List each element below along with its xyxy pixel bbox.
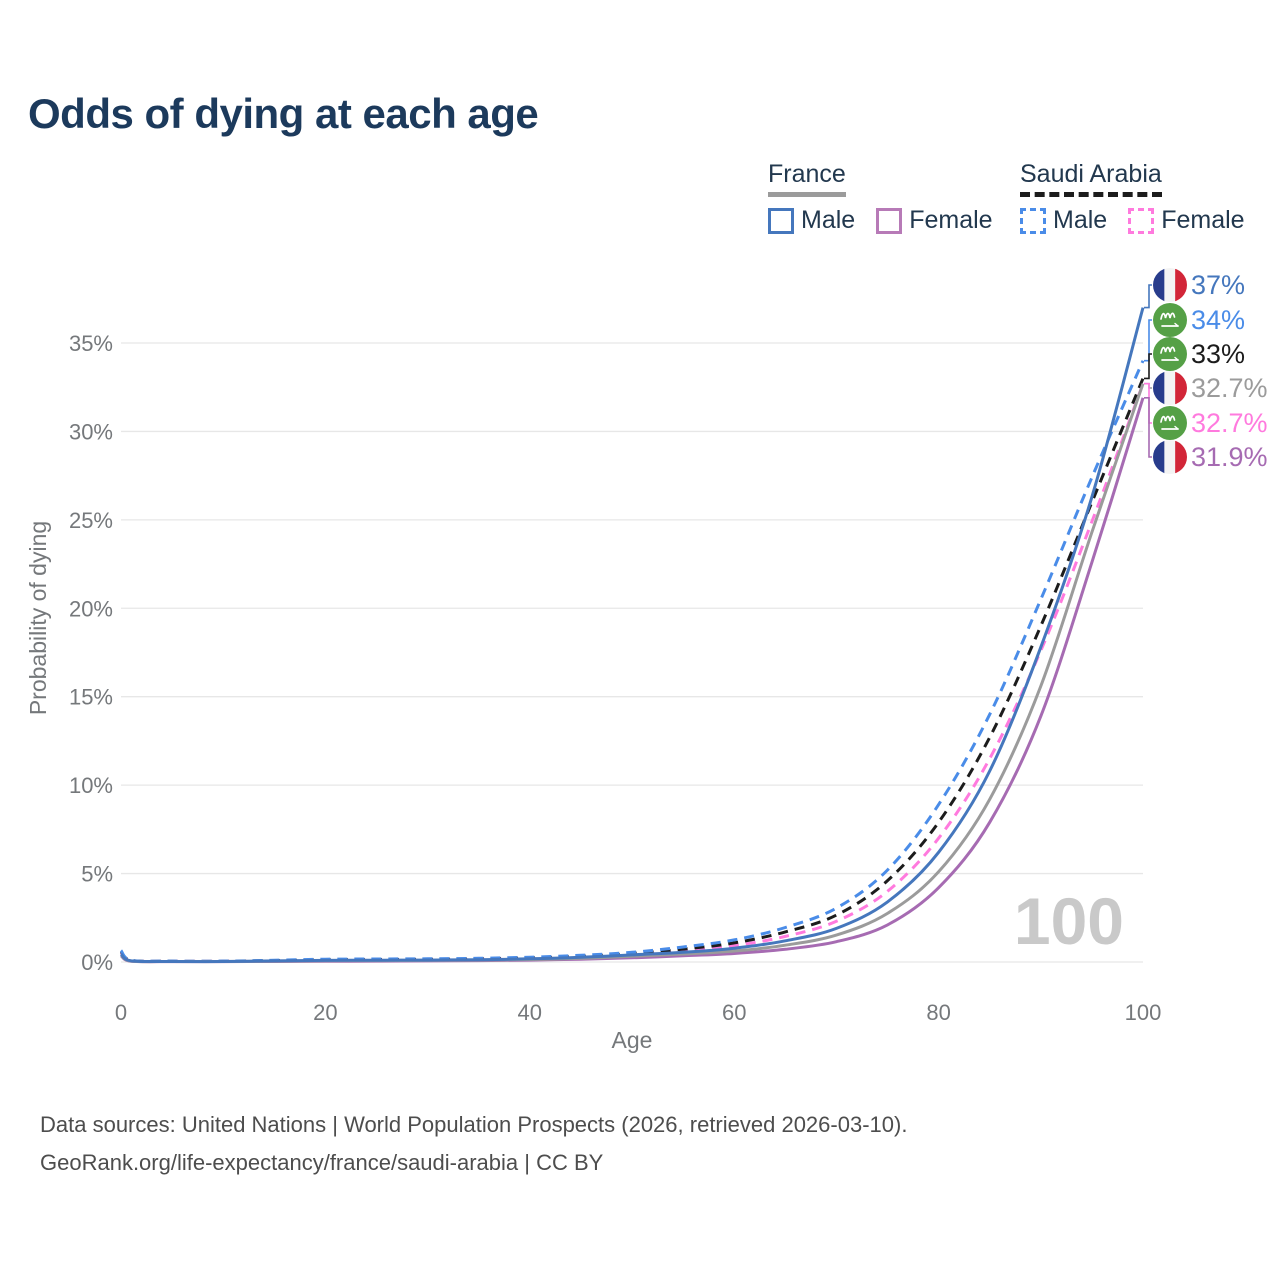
legend-items-france: Male Female xyxy=(768,206,1014,235)
x-tick-label: 40 xyxy=(518,1000,542,1025)
series-line-france-male[interactable] xyxy=(119,307,1145,964)
legend-group-france: France Male Female xyxy=(768,160,1014,235)
france-flag-icon xyxy=(1153,440,1187,474)
legend-item-saudi-arabia-male[interactable]: Male xyxy=(1020,206,1107,235)
series-end-label: 32.7% xyxy=(1191,373,1268,403)
saudi-arabia-female-swatch-icon xyxy=(1128,207,1155,234)
saudi-arabia-flag-icon xyxy=(1153,337,1187,371)
series-end-label-group-france-total: 32.7% xyxy=(1153,371,1268,405)
series-end-label: 31.9% xyxy=(1191,442,1268,472)
legend-label: Male xyxy=(1053,206,1108,234)
x-tick-label: 0 xyxy=(115,1000,127,1025)
x-tick-label: 80 xyxy=(926,1000,950,1025)
france-flag-icon xyxy=(1153,268,1187,302)
series-end-label-group-saudi-arabia-female: 32.7% xyxy=(1153,406,1268,440)
y-tick-label: 30% xyxy=(69,419,113,444)
end-label-connector xyxy=(1144,284,1152,309)
legend-item-saudi-arabia-female[interactable]: Female xyxy=(1128,206,1245,235)
end-label-connector xyxy=(1144,397,1152,458)
page-title: Odds of dying at each age xyxy=(28,90,539,137)
y-tick-label: 15% xyxy=(69,685,113,710)
legend-country-saudi-arabia: Saudi Arabia xyxy=(1020,160,1162,197)
saudi-arabia-flag-icon xyxy=(1153,303,1187,337)
x-axis-title: Age xyxy=(612,1027,653,1053)
legend-label: Female xyxy=(909,206,993,234)
legend-items-saudi-arabia: Male Female xyxy=(1020,206,1266,235)
series-line-france-total[interactable] xyxy=(119,383,1145,964)
footer-attribution-link: GeoRank.org/life-expectancy/france/saudi… xyxy=(40,1150,604,1175)
france-male-swatch-icon xyxy=(768,207,794,234)
end-label-connector xyxy=(1144,382,1152,424)
legend-country-france: France xyxy=(768,160,846,197)
x-tick-label: 20 xyxy=(313,1000,337,1025)
footer-data-sources: Data sources: United Nations | World Pop… xyxy=(40,1112,908,1137)
legend-label: Female xyxy=(1161,206,1245,234)
legend-item-france-female[interactable]: Female xyxy=(876,206,993,235)
y-tick-label: 25% xyxy=(69,508,113,533)
y-tick-label: 35% xyxy=(69,331,113,356)
x-tick-label: 100 xyxy=(1125,1000,1162,1025)
saudi-arabia-male-swatch-icon xyxy=(1020,207,1046,234)
series-end-label: 37% xyxy=(1191,270,1245,300)
series-line-saudi-arabia-female[interactable] xyxy=(119,383,1145,963)
series-end-label-group-france-female: 31.9% xyxy=(1153,440,1268,474)
y-tick-label: 20% xyxy=(69,596,113,621)
series-end-label: 33% xyxy=(1191,339,1245,369)
legend-label: Male xyxy=(801,206,856,234)
end-label-connector xyxy=(1144,353,1152,380)
series-line-france-female[interactable] xyxy=(120,397,1145,964)
france-flag-icon xyxy=(1153,371,1187,405)
series-end-label-group-france-male: 37% xyxy=(1153,268,1245,302)
age-watermark: 100 xyxy=(1014,884,1124,958)
series-end-label: 32.7% xyxy=(1191,408,1268,438)
y-tick-label: 10% xyxy=(69,773,113,798)
saudi-arabia-flag-icon xyxy=(1153,406,1187,440)
x-tick-label: 60 xyxy=(722,1000,746,1025)
legend-item-france-male[interactable]: Male xyxy=(768,206,855,235)
series-line-saudi-arabia-male[interactable] xyxy=(119,360,1145,963)
y-axis-title: Probability of dying xyxy=(25,521,51,715)
france-female-swatch-icon xyxy=(876,207,903,234)
end-label-connector xyxy=(1144,319,1152,362)
legend-group-saudi-arabia: Saudi Arabia Male Female xyxy=(1020,160,1266,235)
series-end-label: 34% xyxy=(1191,305,1245,335)
footer: Data sources: United Nations | World Pop… xyxy=(40,1106,907,1182)
y-tick-label: 5% xyxy=(81,862,113,887)
series-end-label-group-saudi-arabia-total: 33% xyxy=(1153,337,1245,371)
y-tick-label: 0% xyxy=(81,950,113,975)
series-end-label-group-saudi-arabia-male: 34% xyxy=(1153,303,1245,337)
